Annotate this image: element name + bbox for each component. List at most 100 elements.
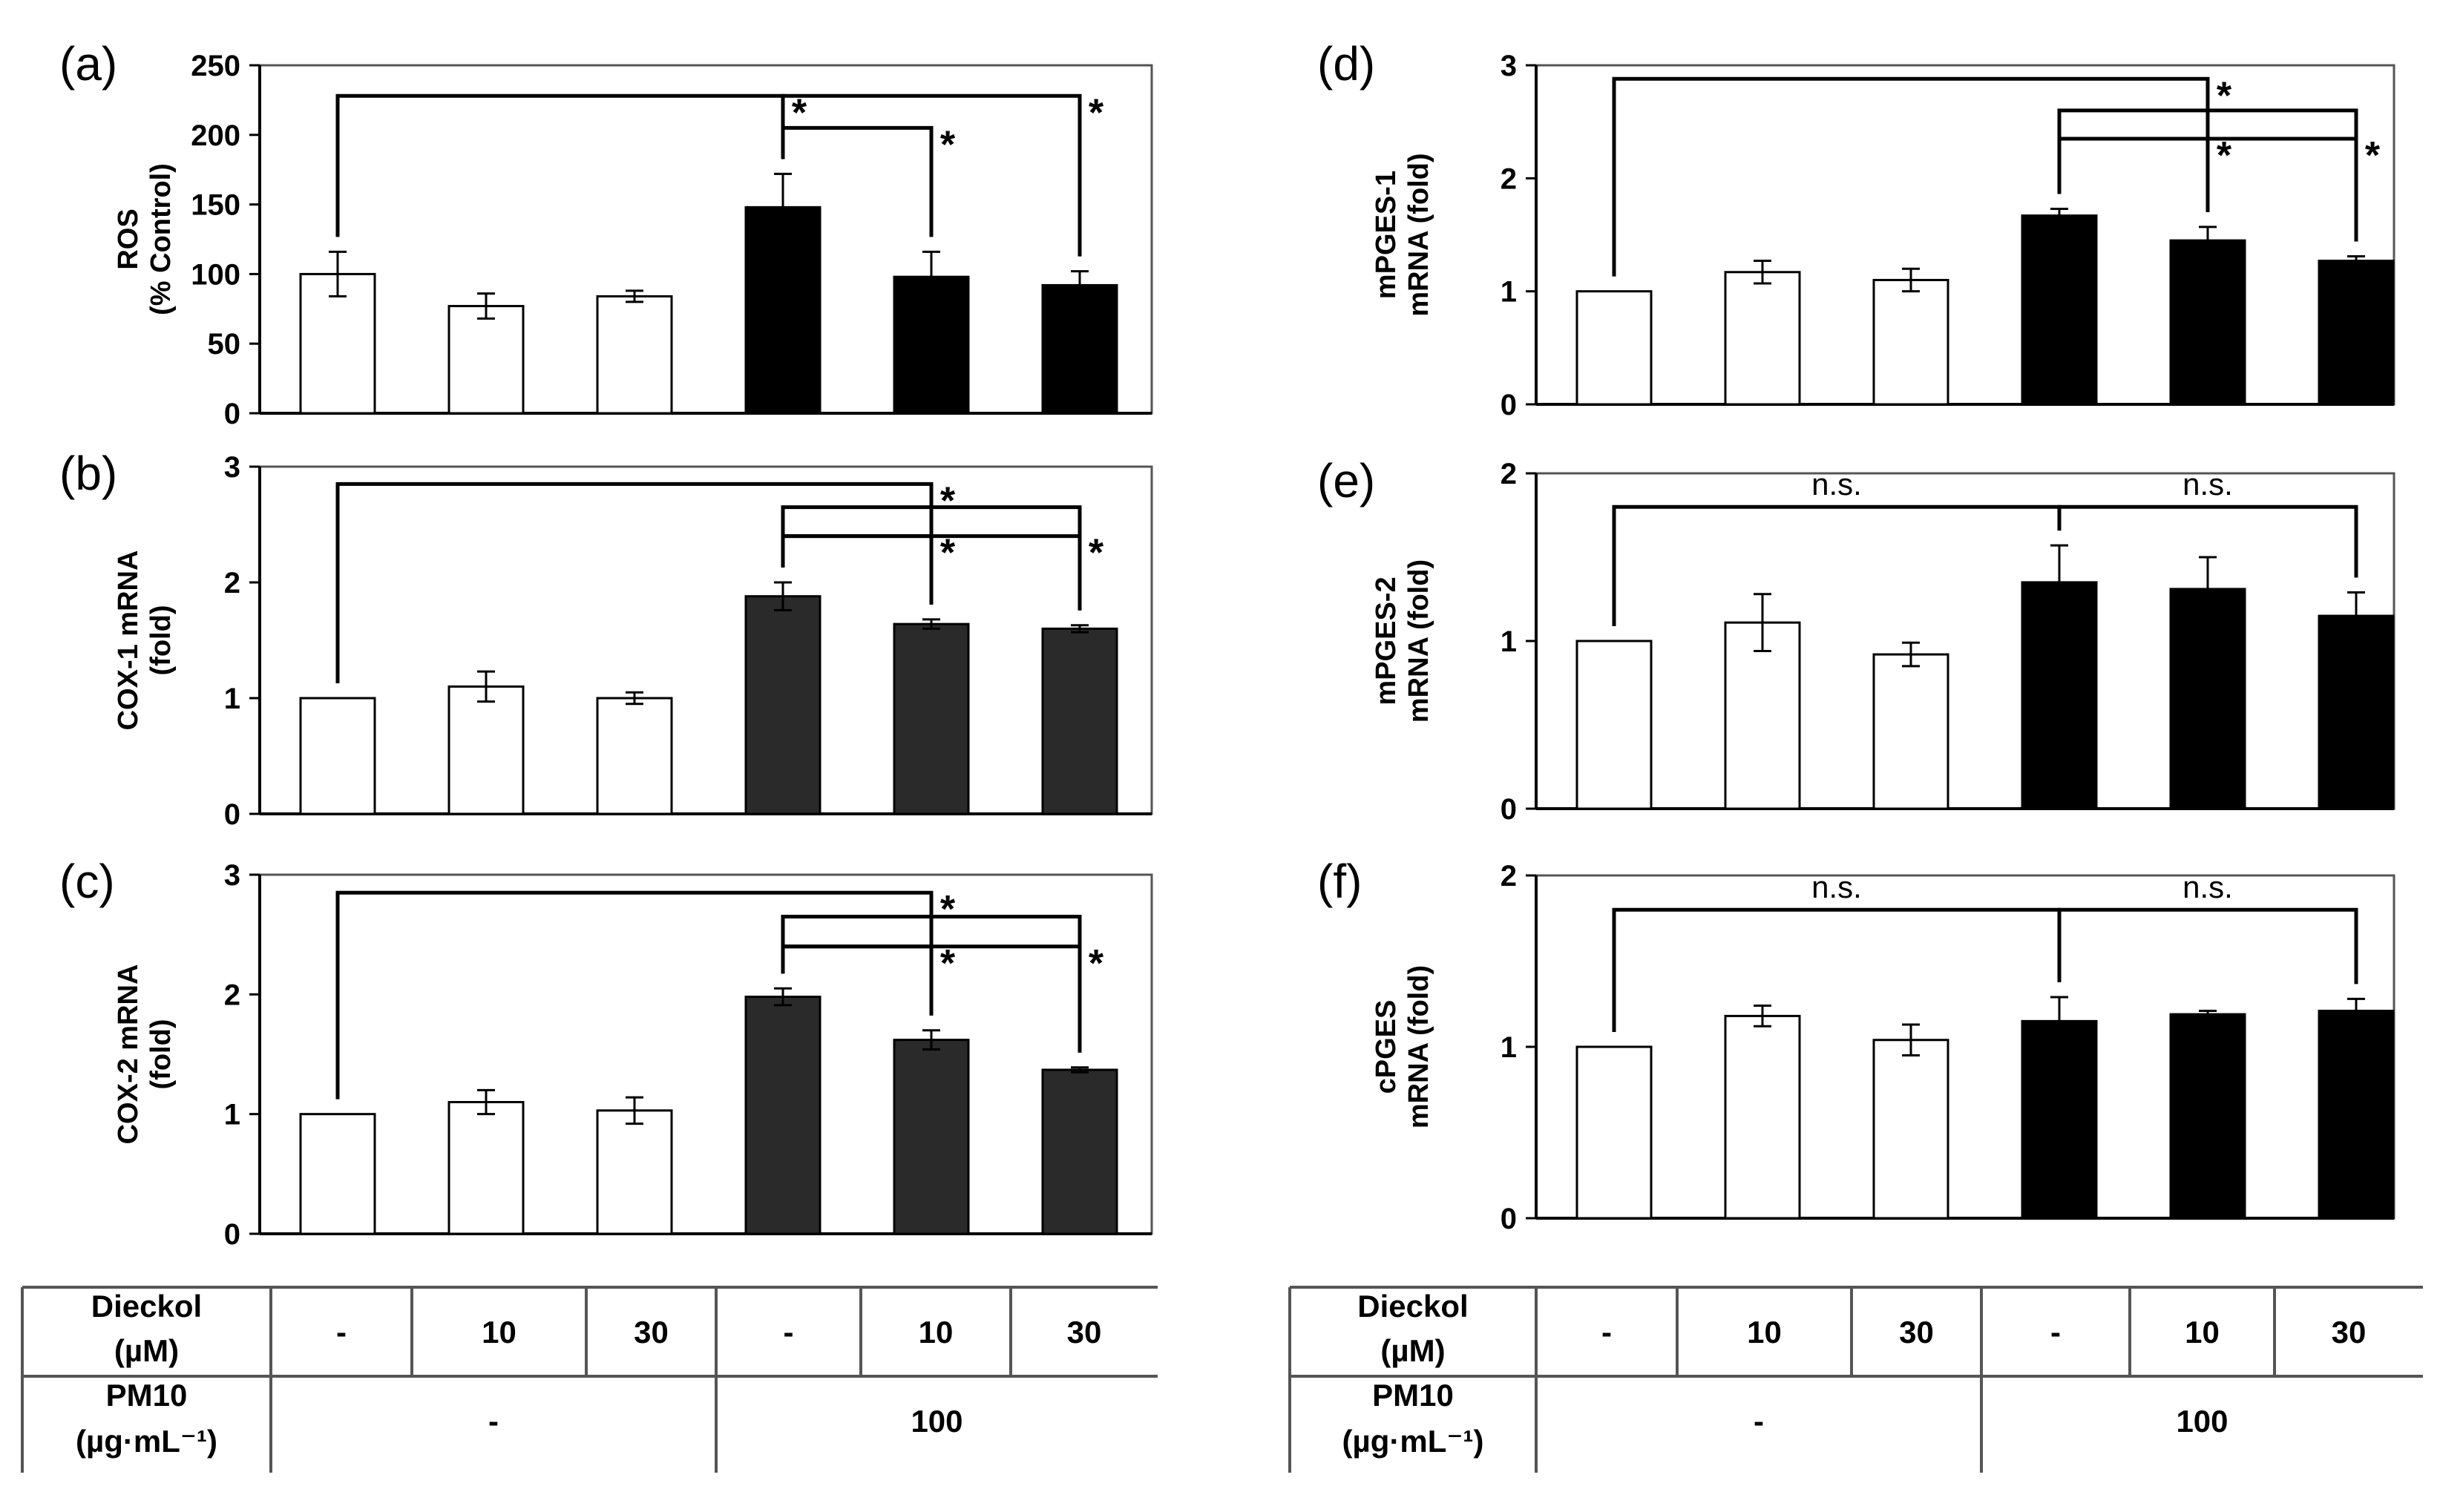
bracket-line: [781, 944, 1082, 1053]
significance-bracket: *: [781, 532, 956, 605]
significance-star: *: [1089, 942, 1104, 985]
y-tick-label: 3: [1501, 50, 1517, 82]
y-tick-label: 0: [224, 398, 240, 430]
bar: [1041, 627, 1118, 815]
bar: [893, 1039, 970, 1235]
bracket-line: [335, 93, 785, 237]
pm10-row-label: (µg·mL⁻¹): [1342, 1424, 1484, 1459]
y-tick-label: 2: [1501, 860, 1517, 893]
bracket-line: [2057, 137, 2358, 242]
bar: [893, 622, 970, 815]
y-axis-label: mPGES-1 mRNA (fold): [1371, 153, 1434, 316]
significance-bracket: n.s.: [2057, 870, 2358, 985]
bracket-line: [335, 890, 934, 1100]
y-tick-label: 1: [1501, 276, 1517, 309]
y-tick-label: 100: [191, 258, 240, 291]
treatment-table-left: Dieckol (µM) PM10 (µg·mL⁻¹) - 10 30 - 10 30 - 100: [21, 1286, 1158, 1473]
significance-bracket: *: [1612, 74, 2232, 277]
pm10-value: 100: [2176, 1404, 2228, 1439]
bracket-line: [2057, 504, 2358, 578]
significance-star: *: [2217, 134, 2232, 177]
bar: [1872, 1039, 1949, 1220]
significance-bracket: *: [781, 532, 1104, 611]
significance-star: *: [1089, 532, 1104, 575]
significance-bracket: n.s.: [1612, 467, 2062, 626]
bar: [299, 697, 376, 815]
y-tick-label: 50: [208, 328, 241, 361]
dieckol-value: -: [336, 1315, 347, 1350]
significance-bracket: *: [781, 942, 1104, 1053]
y-tick-label: 0: [224, 798, 240, 831]
panel-label: (d): [1317, 37, 1375, 91]
bar: [596, 295, 673, 415]
panel-e: 0 1 2 (e) mPGES-2 mRNA (fold) n.s. n.s.: [1317, 454, 2395, 826]
bracket-line: [2057, 137, 2210, 212]
significance-bracket: *: [335, 888, 956, 1100]
plot-frame: [258, 873, 1153, 1235]
significance-bracket: *: [2057, 134, 2381, 242]
bracket-line: [2057, 907, 2358, 985]
significance-star: *: [2365, 134, 2381, 177]
bar: [2021, 1019, 2098, 1220]
significance-star: *: [940, 888, 956, 931]
bar: [596, 697, 673, 815]
y-axis-label-line: mPGES-1: [1371, 171, 1402, 299]
panel-f: 0 1 2 (f) cPGES mRNA (fold) n.s. n.s.: [1317, 855, 2395, 1235]
bar: [447, 305, 525, 415]
pm10-value: -: [488, 1404, 499, 1439]
treatment-table-right: Dieckol (µM) PM10 (µg·mL⁻¹) - 10 30 - 10 30 - 100: [1288, 1286, 2423, 1473]
significance-star: *: [940, 942, 956, 985]
bracket-line: [335, 481, 934, 683]
y-tick-label: 0: [1501, 389, 1517, 421]
dieckol-value: 30: [2332, 1315, 2367, 1350]
y-tick-label: 1: [1501, 1031, 1517, 1064]
pm10-value: 100: [911, 1404, 962, 1439]
bar: [1575, 290, 1653, 406]
significance-bracket: n.s.: [2057, 467, 2358, 578]
y-axis-label-line: mRNA (fold): [1403, 965, 1434, 1128]
bar: [2021, 214, 2098, 406]
significance-bracket: *: [335, 91, 807, 237]
y-tick-label: 2: [224, 979, 240, 1011]
significance-bracket: *: [781, 123, 956, 237]
bracket-line: [1612, 504, 2062, 626]
significance-star: *: [2217, 74, 2232, 117]
bar: [744, 206, 821, 415]
y-axis-label-line: ROS: [113, 208, 144, 269]
plot-frame: [1535, 64, 2395, 406]
y-axis-label: COX-2 mRNA (fold): [113, 964, 177, 1145]
y-axis-label: cPGES mRNA (fold): [1371, 965, 1434, 1128]
significance-star: *: [1089, 91, 1104, 134]
y-axis-label-line: (fold): [145, 605, 177, 676]
panel-a: 0 50 100 150 200 250 (a) ROS (% Control) * * *: [59, 37, 1153, 430]
bar: [1575, 1045, 1653, 1220]
bar: [2169, 588, 2246, 810]
bracket-line: [781, 534, 1082, 611]
panel-label: (e): [1317, 454, 1375, 507]
dieckol-value: 10: [1747, 1315, 1782, 1350]
bracket-line: [1612, 907, 2062, 1032]
bar: [1724, 271, 1801, 406]
significance-star: *: [940, 532, 956, 575]
y-tick-label: 2: [224, 567, 240, 599]
bar: [447, 685, 525, 815]
bracket-line: [1612, 76, 2210, 277]
dieckol-value: 30: [634, 1315, 669, 1350]
panel-b: 0 1 2 3 (b) COX-1 mRNA (fold) * * *: [59, 447, 1153, 831]
bar: [299, 1113, 376, 1235]
pm10-row-label: (µg·mL⁻¹): [76, 1424, 217, 1459]
y-tick-label: 2: [1501, 162, 1517, 195]
dieckol-value: 30: [1899, 1315, 1934, 1350]
plot-frame: [1535, 874, 2395, 1220]
treatment-tables: Dieckol(µM)PM10(µg·mL⁻¹)- 10 30-10 30- 100Di…: [21, 1286, 2423, 1473]
plot-frame: [1535, 472, 2395, 810]
panel-label: (c): [59, 855, 115, 908]
plot-frame: [258, 64, 1153, 415]
significance-star: *: [940, 123, 956, 166]
bar: [2169, 239, 2246, 406]
y-axis-label-line: (% Control): [145, 163, 177, 315]
bar: [1872, 278, 1949, 406]
significance-star: *: [792, 91, 807, 134]
